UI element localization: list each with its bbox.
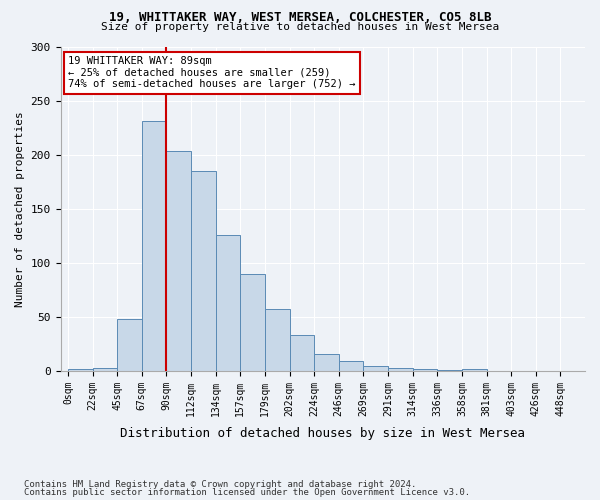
- X-axis label: Distribution of detached houses by size in West Mersea: Distribution of detached houses by size …: [120, 427, 525, 440]
- Text: 19 WHITTAKER WAY: 89sqm
← 25% of detached houses are smaller (259)
74% of semi-d: 19 WHITTAKER WAY: 89sqm ← 25% of detache…: [68, 56, 356, 90]
- Bar: [290, 335, 314, 371]
- Bar: [339, 361, 364, 371]
- Bar: [68, 369, 92, 371]
- Text: Contains HM Land Registry data © Crown copyright and database right 2024.: Contains HM Land Registry data © Crown c…: [24, 480, 416, 489]
- Bar: [215, 234, 240, 371]
- Bar: [388, 368, 413, 371]
- Bar: [437, 370, 462, 371]
- Bar: [413, 369, 437, 371]
- Text: Contains public sector information licensed under the Open Government Licence v3: Contains public sector information licen…: [24, 488, 470, 497]
- Bar: [364, 366, 388, 371]
- Bar: [265, 310, 290, 371]
- Bar: [240, 274, 265, 371]
- Bar: [314, 354, 339, 371]
- Bar: [462, 369, 487, 371]
- Bar: [92, 368, 117, 371]
- Bar: [117, 319, 142, 371]
- Bar: [191, 171, 215, 371]
- Bar: [142, 121, 166, 371]
- Text: 19, WHITTAKER WAY, WEST MERSEA, COLCHESTER, CO5 8LB: 19, WHITTAKER WAY, WEST MERSEA, COLCHEST…: [109, 11, 491, 24]
- Text: Size of property relative to detached houses in West Mersea: Size of property relative to detached ho…: [101, 22, 499, 32]
- Bar: [166, 152, 191, 371]
- Y-axis label: Number of detached properties: Number of detached properties: [15, 111, 25, 306]
